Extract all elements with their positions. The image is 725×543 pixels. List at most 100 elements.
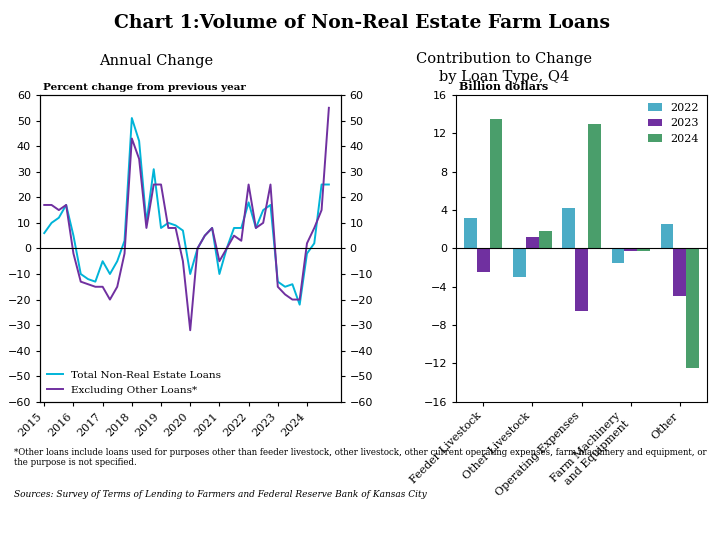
Excluding Other Loans* xyxy=(310,225,318,231)
Excluding Other Loans* xyxy=(186,327,194,333)
Total Non-Real Estate Loans xyxy=(230,225,239,231)
Excluding Other Loans* xyxy=(208,225,217,231)
Excluding Other Loans* xyxy=(266,181,275,188)
Total Non-Real Estate Loans xyxy=(208,225,217,231)
Excluding Other Loans* xyxy=(157,181,165,188)
Excluding Other Loans* xyxy=(252,225,260,231)
Excluding Other Loans* xyxy=(273,283,282,290)
Excluding Other Loans* xyxy=(230,232,239,239)
Total Non-Real Estate Loans xyxy=(200,232,209,239)
Line: Excluding Other Loans*: Excluding Other Loans* xyxy=(44,108,329,330)
Total Non-Real Estate Loans xyxy=(223,245,231,252)
Bar xyxy=(660,224,674,249)
Text: Billion dollars: Billion dollars xyxy=(459,81,548,92)
Excluding Other Loans* xyxy=(215,258,224,264)
Excluding Other Loans* xyxy=(47,201,56,208)
Excluding Other Loans* xyxy=(302,240,311,247)
Total Non-Real Estate Loans xyxy=(47,219,56,226)
Excluding Other Loans* xyxy=(99,283,107,290)
Total Non-Real Estate Loans xyxy=(83,276,92,282)
Total Non-Real Estate Loans xyxy=(54,214,63,221)
Bar xyxy=(637,249,650,251)
Bar xyxy=(674,249,687,296)
Bar xyxy=(588,124,601,249)
Total Non-Real Estate Loans xyxy=(237,225,246,231)
Legend: 2022, 2023, 2024: 2022, 2023, 2024 xyxy=(646,100,701,146)
Total Non-Real Estate Loans xyxy=(244,199,253,206)
Excluding Other Loans* xyxy=(288,296,297,303)
Total Non-Real Estate Loans xyxy=(295,301,304,308)
Excluding Other Loans* xyxy=(69,250,78,257)
Excluding Other Loans* xyxy=(171,225,180,231)
Total Non-Real Estate Loans xyxy=(171,222,180,229)
Total Non-Real Estate Loans xyxy=(91,279,100,285)
Total Non-Real Estate Loans xyxy=(76,271,85,277)
Excluding Other Loans* xyxy=(200,232,209,239)
Bar xyxy=(575,249,588,311)
Excluding Other Loans* xyxy=(91,283,100,290)
Text: *Other loans include loans used for purposes other than feeder livestock, other : *Other loans include loans used for purp… xyxy=(14,448,707,468)
Excluding Other Loans* xyxy=(164,225,173,231)
Total Non-Real Estate Loans xyxy=(164,219,173,226)
Bar xyxy=(477,249,489,273)
Total Non-Real Estate Loans xyxy=(310,240,318,247)
Excluding Other Loans* xyxy=(106,296,115,303)
Excluding Other Loans* xyxy=(281,291,289,298)
Excluding Other Loans* xyxy=(62,201,70,208)
Excluding Other Loans* xyxy=(83,281,92,287)
Bar xyxy=(539,231,552,249)
Total Non-Real Estate Loans xyxy=(215,271,224,277)
Total Non-Real Estate Loans xyxy=(259,207,268,213)
Excluding Other Loans* xyxy=(142,225,151,231)
Excluding Other Loans* xyxy=(54,207,63,213)
Bar xyxy=(687,249,699,368)
Excluding Other Loans* xyxy=(295,296,304,303)
Total Non-Real Estate Loans xyxy=(325,181,334,188)
Total Non-Real Estate Loans xyxy=(40,230,49,236)
Total Non-Real Estate Loans xyxy=(178,228,187,234)
Excluding Other Loans* xyxy=(135,156,144,162)
Bar xyxy=(513,249,526,277)
Bar xyxy=(464,218,477,249)
Total Non-Real Estate Loans xyxy=(113,258,122,264)
Excluding Other Loans* xyxy=(76,279,85,285)
Text: Contribution to Change
by Loan Type, Q4: Contribution to Change by Loan Type, Q4 xyxy=(416,52,592,84)
Excluding Other Loans* xyxy=(193,245,202,252)
Excluding Other Loans* xyxy=(178,258,187,264)
Total Non-Real Estate Loans xyxy=(106,271,115,277)
Total Non-Real Estate Loans xyxy=(128,115,136,121)
Text: Sources: Survey of Terms of Lending to Farmers and Federal Reserve Bank of Kansa: Sources: Survey of Terms of Lending to F… xyxy=(14,490,427,499)
Excluding Other Loans* xyxy=(40,201,49,208)
Total Non-Real Estate Loans xyxy=(273,279,282,285)
Excluding Other Loans* xyxy=(318,207,326,213)
Total Non-Real Estate Loans xyxy=(193,245,202,252)
Excluding Other Loans* xyxy=(113,283,122,290)
Excluding Other Loans* xyxy=(244,181,253,188)
Excluding Other Loans* xyxy=(128,135,136,142)
Excluding Other Loans* xyxy=(223,245,231,252)
Total Non-Real Estate Loans xyxy=(157,225,165,231)
Total Non-Real Estate Loans xyxy=(318,181,326,188)
Text: Annual Change: Annual Change xyxy=(99,54,213,68)
Line: Total Non-Real Estate Loans: Total Non-Real Estate Loans xyxy=(44,118,329,305)
Excluding Other Loans* xyxy=(259,219,268,226)
Bar xyxy=(624,249,637,251)
Total Non-Real Estate Loans xyxy=(62,201,70,208)
Excluding Other Loans* xyxy=(237,237,246,244)
Bar xyxy=(612,249,624,263)
Excluding Other Loans* xyxy=(149,181,158,188)
Bar xyxy=(563,208,575,249)
Excluding Other Loans* xyxy=(325,105,334,111)
Total Non-Real Estate Loans xyxy=(120,237,129,244)
Legend: Total Non-Real Estate Loans, Excluding Other Loans*: Total Non-Real Estate Loans, Excluding O… xyxy=(45,369,223,396)
Bar xyxy=(489,119,502,249)
Total Non-Real Estate Loans xyxy=(142,219,151,226)
Excluding Other Loans* xyxy=(120,250,129,257)
Total Non-Real Estate Loans xyxy=(135,138,144,144)
Total Non-Real Estate Loans xyxy=(69,232,78,239)
Total Non-Real Estate Loans xyxy=(186,271,194,277)
Total Non-Real Estate Loans xyxy=(149,166,158,173)
Text: Chart 1:Volume of Non-Real Estate Farm Loans: Chart 1:Volume of Non-Real Estate Farm L… xyxy=(115,14,610,31)
Total Non-Real Estate Loans xyxy=(288,281,297,287)
Total Non-Real Estate Loans xyxy=(99,258,107,264)
